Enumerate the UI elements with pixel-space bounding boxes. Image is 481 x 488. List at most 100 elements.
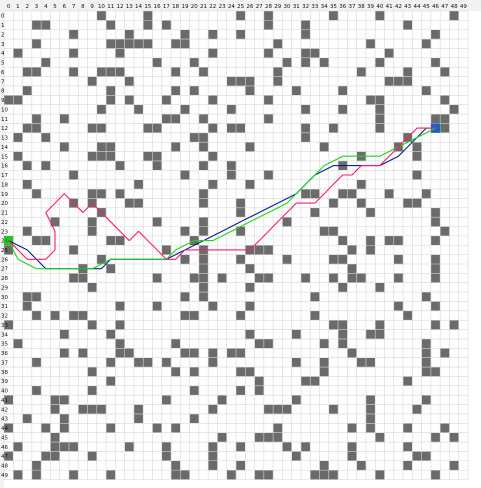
obstacle-cell xyxy=(421,292,432,302)
obstacle-cell xyxy=(319,470,329,480)
obstacle-cell xyxy=(171,85,181,96)
obstacle-cell xyxy=(50,310,60,321)
obstacle-cell xyxy=(430,273,441,283)
obstacle-cell xyxy=(310,310,320,321)
obstacle-cell xyxy=(347,263,357,274)
obstacle-cell xyxy=(96,404,107,415)
obstacle-cell xyxy=(375,114,385,124)
obstacle-cell xyxy=(143,123,153,134)
obstacle-cell xyxy=(273,404,283,415)
obstacle-cell xyxy=(245,282,255,293)
obstacle-cell xyxy=(59,114,70,124)
obstacle-cell xyxy=(236,11,246,21)
obstacle-cell xyxy=(13,442,23,452)
obstacle-cell xyxy=(245,85,255,96)
column-label: 37 xyxy=(349,4,356,10)
obstacle-cell xyxy=(393,254,404,265)
obstacle-cell xyxy=(68,310,79,321)
obstacle-cell xyxy=(87,320,97,330)
obstacle-cell xyxy=(189,132,200,143)
obstacle-cell xyxy=(152,273,162,283)
obstacle-cell xyxy=(31,310,42,321)
obstacle-cell xyxy=(208,48,218,59)
obstacle-cell xyxy=(115,48,125,59)
obstacle-cell xyxy=(152,160,162,171)
obstacle-cell xyxy=(310,48,320,59)
obstacle-cell xyxy=(421,85,432,96)
obstacle-cell xyxy=(347,273,357,283)
obstacle-cell xyxy=(41,423,51,433)
row-label: 47 xyxy=(1,454,8,460)
obstacle-cell xyxy=(208,348,218,358)
obstacle-cell xyxy=(22,226,33,237)
obstacle-cell xyxy=(198,142,209,152)
obstacle-cell xyxy=(50,395,60,405)
obstacle-cell xyxy=(198,132,209,143)
obstacle-cell xyxy=(189,57,200,68)
obstacle-cell xyxy=(152,301,162,312)
obstacle-cell xyxy=(31,189,42,199)
obstacle-cell xyxy=(143,151,153,162)
obstacle-cell xyxy=(217,273,227,283)
obstacle-cell xyxy=(4,320,14,330)
column-label: 7 xyxy=(72,4,76,10)
obstacle-cell xyxy=(449,460,459,471)
obstacle-cell xyxy=(68,442,79,452)
obstacle-cell xyxy=(189,273,200,283)
obstacle-cell xyxy=(430,263,441,274)
column-label: 12 xyxy=(117,4,124,10)
obstacle-cell xyxy=(403,20,413,30)
obstacle-cell xyxy=(68,67,79,77)
obstacle-cell xyxy=(115,235,125,246)
obstacle-cell xyxy=(180,226,190,237)
obstacle-cell xyxy=(198,273,209,283)
row-label: 21 xyxy=(1,211,8,217)
row-label: 42 xyxy=(1,407,8,413)
obstacle-cell xyxy=(338,254,348,265)
obstacle-cell xyxy=(226,160,237,171)
obstacle-cell xyxy=(31,460,42,471)
obstacle-cell xyxy=(50,451,60,461)
obstacle-cell xyxy=(328,273,339,283)
obstacle-cell xyxy=(412,170,422,180)
column-label: 30 xyxy=(284,4,291,10)
obstacle-cell xyxy=(87,282,97,293)
obstacle-cell xyxy=(198,198,209,208)
obstacle-cell xyxy=(319,142,329,152)
obstacle-cell xyxy=(338,189,348,199)
obstacle-cell xyxy=(338,320,348,330)
column-label: 28 xyxy=(265,4,272,10)
obstacle-cell xyxy=(403,376,413,386)
column-label: 48 xyxy=(451,4,458,10)
obstacle-cell xyxy=(31,385,42,396)
obstacle-cell xyxy=(430,29,441,40)
obstacle-cell xyxy=(50,442,60,452)
obstacle-cell xyxy=(161,20,172,30)
obstacle-cell xyxy=(430,367,441,377)
obstacle-cell xyxy=(78,310,88,321)
obstacle-cell xyxy=(115,348,125,358)
row-label: 13 xyxy=(1,136,8,142)
obstacle-cell xyxy=(421,189,432,199)
obstacle-cell xyxy=(208,357,218,368)
obstacle-cell xyxy=(68,48,79,59)
row-label: 8 xyxy=(1,89,5,95)
obstacle-cell xyxy=(87,151,97,162)
obstacle-cell xyxy=(180,254,190,265)
obstacle-cell xyxy=(365,245,376,255)
obstacle-cell xyxy=(282,254,292,265)
obstacle-cell xyxy=(291,357,302,368)
row-label: 39 xyxy=(1,379,8,385)
obstacle-cell xyxy=(319,460,329,471)
obstacle-cell xyxy=(347,442,357,452)
column-label: 40 xyxy=(376,4,383,10)
obstacle-cell xyxy=(50,432,60,443)
obstacle-cell xyxy=(106,39,116,49)
obstacle-cell xyxy=(31,470,42,480)
obstacle-cell xyxy=(412,142,422,152)
obstacle-cell xyxy=(254,385,265,396)
row-label: 2 xyxy=(1,32,5,38)
obstacle-cell xyxy=(319,226,329,237)
obstacle-cell xyxy=(347,423,357,433)
row-label: 11 xyxy=(1,117,8,123)
